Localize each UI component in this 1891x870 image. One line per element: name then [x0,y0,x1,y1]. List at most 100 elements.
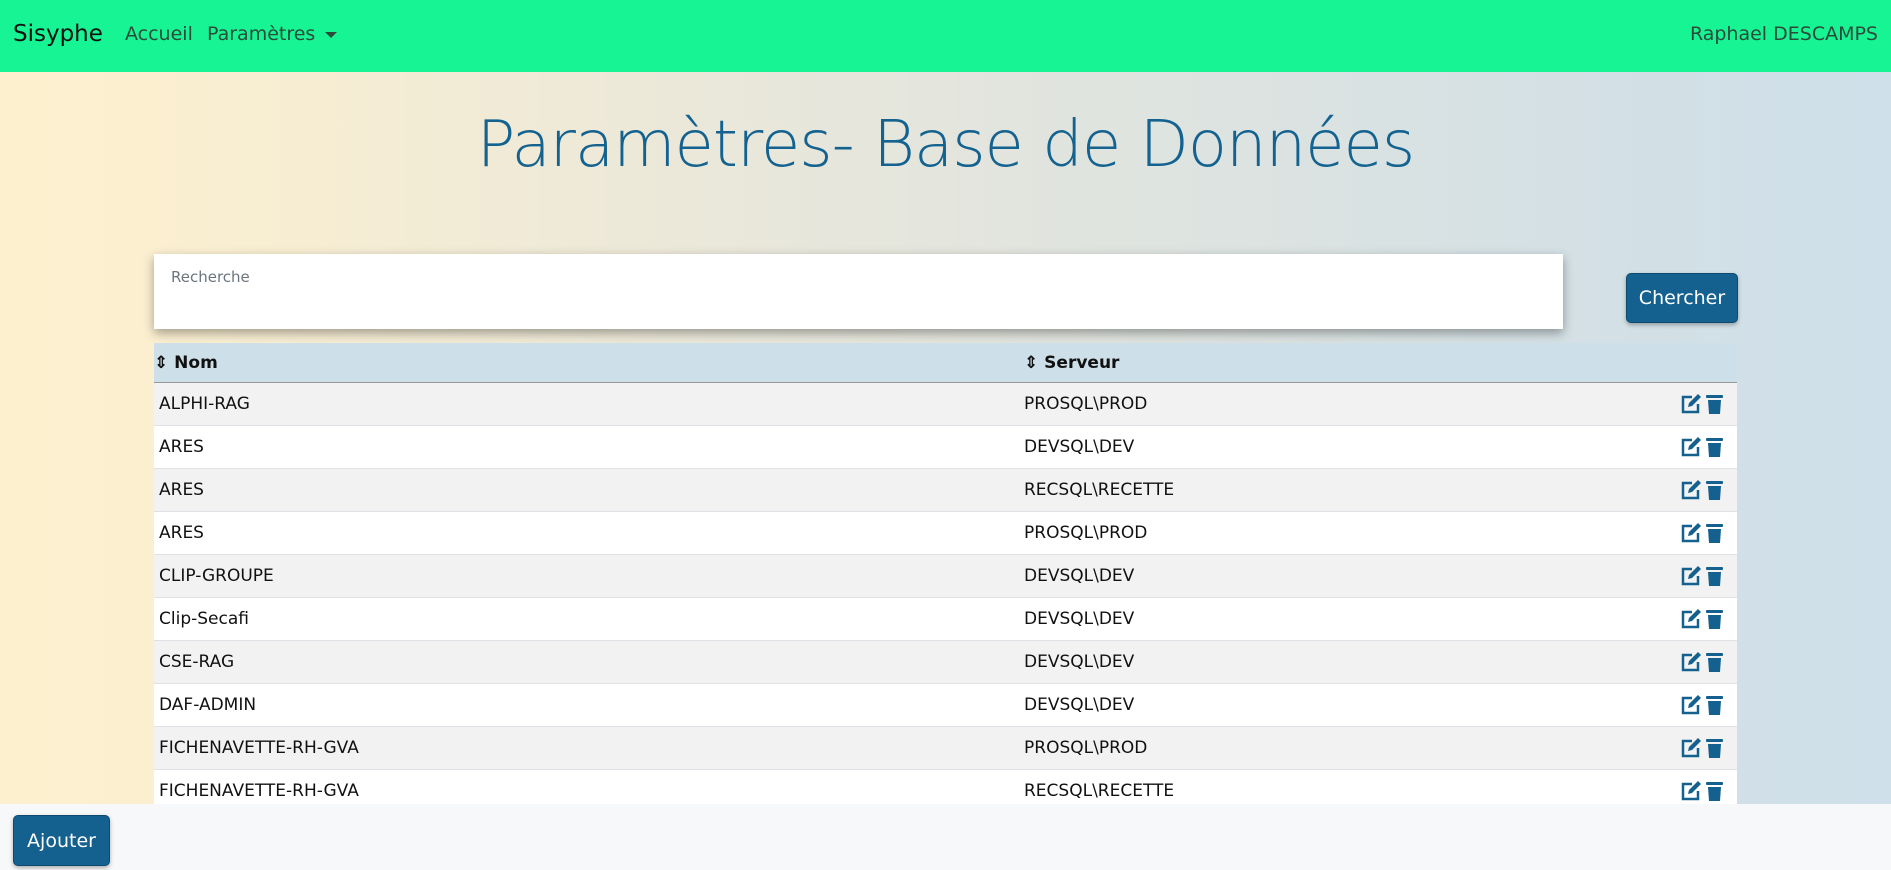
row-actions [1681,437,1723,457]
delete-icon[interactable] [1706,438,1723,457]
cell: RECSQL\RECETTE [1024,480,1175,500]
cell: RECSQL\RECETTE [1024,781,1175,801]
column-label: Serveur [1044,352,1120,373]
edit-pencil [1688,523,1701,536]
edit-pencil [1688,781,1701,794]
nav-link[interactable]: Accueil [125,23,193,45]
edit-pencil [1688,695,1701,708]
table-row: Clip-Secafi DEVSQL\DEV [154,598,1737,641]
table-row: ARES RECSQL\RECETTE [154,469,1737,512]
cell: DEVSQL\DEV [1024,695,1135,715]
delete-icon[interactable] [1706,782,1723,801]
delete-icon[interactable] [1706,395,1723,414]
edit-icon[interactable] [1681,738,1701,758]
edit-icon[interactable] [1681,566,1701,586]
trash-body [1708,486,1721,500]
table-row: DAF-ADMIN DEVSQL\DEV [154,684,1737,727]
footer: Ajouter [0,804,1891,870]
delete-icon[interactable] [1706,567,1723,586]
row-actions [1681,738,1723,758]
row-actions [1681,394,1723,414]
user-name[interactable]: Raphael DESCAMPS [1689,23,1878,45]
row-actions [1681,695,1723,715]
trash-lid [1706,395,1723,398]
edit-icon[interactable] [1681,437,1701,457]
edit-icon[interactable] [1681,394,1701,414]
navbar: Sisyphe Accueil Paramètres Raphael DESCA… [0,0,1891,72]
edit-pencil [1688,480,1701,493]
edit-pencil [1688,652,1701,665]
trash-body [1708,658,1721,672]
trash-lid [1706,438,1723,441]
delete-icon[interactable] [1706,524,1723,543]
row-actions [1681,652,1723,672]
row-actions [1681,609,1723,629]
cell: ARES [159,523,204,543]
column-header[interactable]: ⇕ Serveur [1024,352,1120,373]
cell: DEVSQL\DEV [1024,566,1135,586]
delete-icon[interactable] [1706,610,1723,629]
edit-icon[interactable] [1681,781,1701,801]
table-row: ARES DEVSQL\DEV [154,426,1737,469]
edit-icon[interactable] [1681,609,1701,629]
edit-box [1681,438,1700,457]
cell: DEVSQL\DEV [1024,609,1135,629]
table-header: ⇕ Nom ⇕ Serveur [154,343,1737,383]
edit-icon[interactable] [1681,652,1701,672]
edit-box [1681,524,1700,543]
cell: CLIP-GROUPE [159,566,274,586]
edit-box [1681,782,1700,801]
trash-lid [1706,481,1723,484]
delete-icon[interactable] [1706,481,1723,500]
delete-icon[interactable] [1706,696,1723,715]
cell: DEVSQL\DEV [1024,437,1135,457]
edit-pencil [1688,437,1701,450]
edit-pencil [1688,566,1701,579]
trash-lid [1706,782,1723,785]
cell: CSE-RAG [159,652,235,672]
cell: DEVSQL\DEV [1024,652,1135,672]
trash-body [1708,701,1721,715]
table-row: ARES PROSQL\PROD [154,512,1737,555]
trash-body [1708,400,1721,414]
table: ⇕ Nom ⇕ Serveur ALPHI-RAG PROSQL\PROD ARES… [154,343,1737,813]
caret [325,31,338,38]
row-actions [1681,566,1723,586]
trash-body [1708,529,1721,543]
cell: DAF-ADMIN [159,695,257,715]
search-input[interactable]: Recherche [154,254,1563,329]
delete-icon[interactable] [1706,739,1723,758]
delete-icon[interactable] [1706,653,1723,672]
trash-lid [1706,567,1723,570]
edit-pencil [1688,738,1701,751]
cell: PROSQL\PROD [1024,523,1148,543]
nav-dropdown[interactable]: Paramètres [207,23,338,45]
trash-lid [1706,610,1723,613]
trash-body [1708,744,1721,758]
nav-link-text: Paramètres [207,23,316,45]
edit-icon[interactable] [1681,480,1701,500]
column-header[interactable]: ⇕ Nom [154,352,218,373]
cell: PROSQL\PROD [1024,394,1148,414]
cell: PROSQL\PROD [1024,738,1148,758]
add-button[interactable]: Ajouter [13,815,110,866]
table-row: CSE-RAG DEVSQL\DEV [154,641,1737,684]
trash-body [1708,443,1721,457]
row-actions [1681,781,1723,801]
trash-lid [1706,653,1723,656]
search-button[interactable]: Chercher [1626,273,1738,323]
edit-icon[interactable] [1681,695,1701,715]
edit-box [1681,653,1700,672]
edit-box [1681,696,1700,715]
column-label: Nom [174,352,218,373]
edit-box [1681,481,1700,500]
cell: FICHENAVETTE-RH-GVA [159,781,359,801]
cell: Clip-Secafi [159,609,249,629]
edit-pencil [1688,609,1701,622]
edit-box [1681,567,1700,586]
brand[interactable]: Sisyphe [13,21,103,47]
edit-icon[interactable] [1681,523,1701,543]
edit-box [1681,610,1700,629]
edit-box [1681,739,1700,758]
